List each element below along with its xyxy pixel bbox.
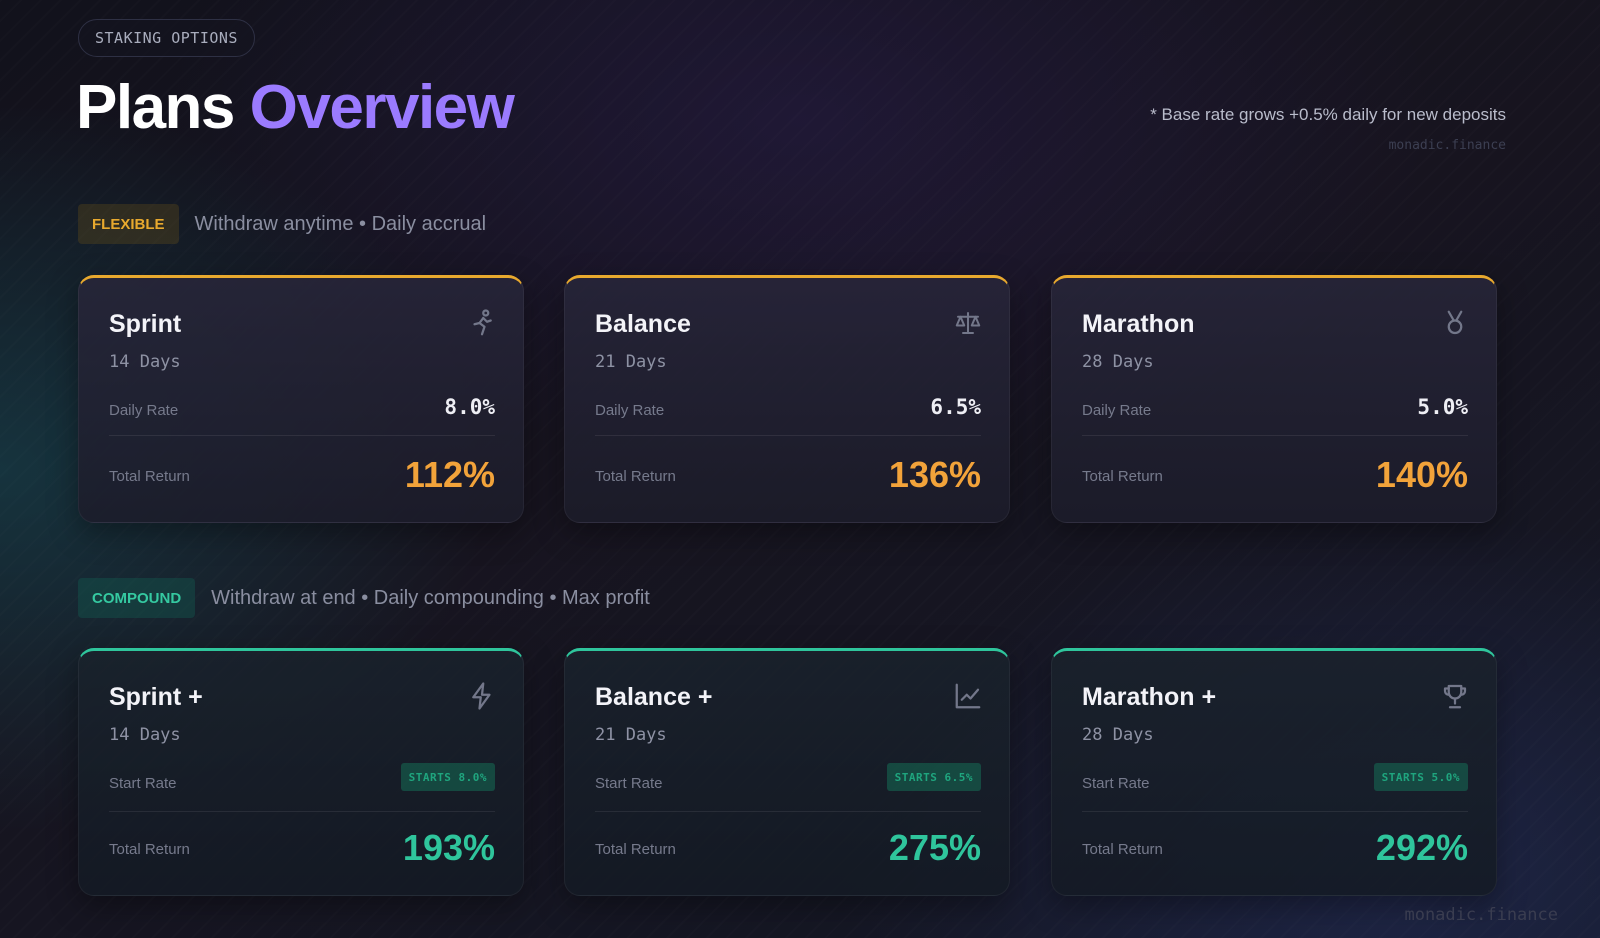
plan-card-marathon[interactable]: Marathon 28 Days Daily Rate 5.0% Total R…	[1051, 275, 1497, 523]
daily-rate-value: 6.5%	[930, 395, 981, 419]
plan-duration: 28 Days	[1082, 352, 1154, 372]
plan-duration: 14 Days	[109, 725, 181, 745]
total-return-value: 193%	[402, 827, 495, 868]
total-return-value: 112%	[404, 454, 495, 495]
runner-icon	[467, 308, 497, 338]
return-label: Total Return	[595, 468, 676, 485]
compound-badge: COMPOUND	[78, 578, 196, 618]
scale-icon	[953, 308, 983, 338]
daily-rate-value: 5.0%	[1417, 395, 1468, 419]
medal-icon	[1440, 308, 1470, 338]
total-return-value: 140%	[1375, 454, 1468, 495]
return-label: Total Return	[109, 468, 190, 485]
return-label: Total Return	[1082, 841, 1163, 858]
plan-card-balance-plus[interactable]: Balance + 21 Days Start Rate STARTS 6.5%…	[564, 648, 1010, 896]
page-title: Plans Overview	[76, 72, 515, 143]
plan-card-sprint[interactable]: Sprint 14 Days Daily Rate 8.0% Total Ret…	[78, 275, 524, 523]
divider	[1082, 811, 1468, 812]
daily-rate-value: 8.0%	[444, 395, 495, 419]
brand-label-top: monadic.finance	[1388, 138, 1506, 153]
divider	[595, 811, 981, 812]
plan-name: Balance	[595, 310, 691, 338]
rate-label: Daily Rate	[109, 402, 179, 419]
return-label: Total Return	[109, 841, 190, 858]
return-label: Total Return	[595, 841, 676, 858]
title-main: Plans	[76, 73, 235, 142]
section-tag: STAKING OPTIONS	[78, 19, 255, 57]
flexible-description: Withdraw anytime • Daily accrual	[194, 212, 487, 235]
total-return-value: 292%	[1375, 827, 1468, 868]
rate-label: Daily Rate	[1082, 402, 1152, 419]
plan-name: Marathon	[1082, 310, 1195, 338]
divider	[109, 435, 495, 436]
plan-name: Marathon +	[1082, 683, 1217, 711]
start-rate-badge: STARTS 5.0%	[1373, 763, 1468, 791]
title-accent: Overview	[249, 73, 515, 142]
total-return-value: 136%	[888, 454, 981, 495]
plan-name: Sprint	[109, 310, 182, 338]
plan-card-sprint-plus[interactable]: Sprint + 14 Days Start Rate STARTS 8.0% …	[78, 648, 524, 896]
plan-duration: 14 Days	[109, 352, 181, 372]
brand-label-bottom: monadic.finance	[1404, 905, 1558, 925]
plan-name: Balance +	[595, 683, 713, 711]
total-return-value: 275%	[888, 827, 981, 868]
flexible-badge: FLEXIBLE	[78, 204, 179, 244]
plan-duration: 21 Days	[595, 725, 667, 745]
rate-label: Start Rate	[1082, 775, 1150, 792]
plan-card-balance[interactable]: Balance 21 Days Daily Rate 6.5% Total Re…	[564, 275, 1010, 523]
base-rate-note: * Base rate grows +0.5% daily for new de…	[1150, 105, 1506, 124]
compound-section-header: COMPOUND Withdraw at end • Daily compoun…	[78, 578, 650, 618]
rate-label: Start Rate	[595, 775, 663, 792]
plan-name: Sprint +	[109, 683, 203, 711]
divider	[595, 435, 981, 436]
flexible-section-header: FLEXIBLE Withdraw anytime • Daily accrua…	[78, 204, 486, 244]
compound-description: Withdraw at end • Daily compounding • Ma…	[211, 586, 650, 609]
trophy-icon	[1440, 681, 1470, 711]
plan-card-marathon-plus[interactable]: Marathon + 28 Days Start Rate STARTS 5.0…	[1051, 648, 1497, 896]
return-label: Total Return	[1082, 468, 1163, 485]
rate-label: Start Rate	[109, 775, 177, 792]
chart-line-icon	[953, 681, 983, 711]
rate-label: Daily Rate	[595, 402, 665, 419]
divider	[1082, 435, 1468, 436]
divider	[109, 811, 495, 812]
plan-duration: 28 Days	[1082, 725, 1154, 745]
start-rate-badge: STARTS 6.5%	[886, 763, 981, 791]
start-rate-badge: STARTS 8.0%	[400, 763, 495, 791]
plan-duration: 21 Days	[595, 352, 667, 372]
lightning-icon	[467, 681, 497, 711]
